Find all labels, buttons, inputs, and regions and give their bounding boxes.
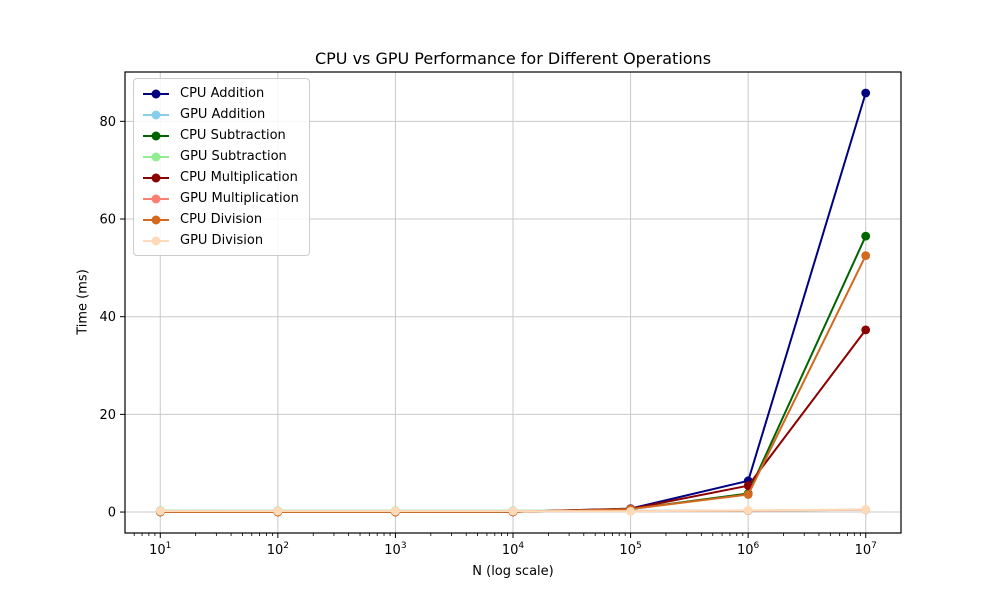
x-tick-label: 107 [855, 541, 877, 558]
legend-marker-icon [143, 173, 169, 182]
chart-title: CPU vs GPU Performance for Different Ope… [314, 49, 712, 68]
x-tick-label: 105 [619, 541, 641, 558]
legend-label: GPU Subtraction [180, 149, 287, 164]
legend-entry: GPU Subtraction [142, 146, 309, 167]
y-tick-label: 0 [108, 506, 116, 521]
legend-label: CPU Multiplication [180, 170, 298, 185]
legend-marker-icon [143, 110, 169, 119]
x-axis-label: N (log scale) [472, 564, 554, 579]
x-tick-label: 101 [149, 541, 171, 558]
y-tick-label: 20 [99, 408, 116, 423]
y-tick-label: 40 [99, 310, 116, 325]
legend-marker-icon [143, 152, 169, 161]
data-point [861, 325, 871, 335]
legend-marker-icon [143, 131, 169, 140]
legend-entry: CPU Addition [142, 83, 309, 104]
legend-marker-icon [143, 89, 169, 98]
legend-entry: CPU Multiplication [142, 167, 309, 188]
legend-marker-icon [143, 236, 169, 245]
data-point [626, 506, 635, 516]
legend-entry: GPU Addition [142, 104, 309, 125]
data-point [861, 505, 871, 514]
y-tick-label: 80 [99, 115, 116, 130]
legend-label: GPU Addition [180, 107, 266, 122]
legend-label: CPU Division [180, 212, 263, 227]
y-axis-label: Time (ms) [75, 269, 91, 335]
data-point [743, 505, 753, 515]
data-point [861, 88, 871, 98]
x-tick-label: 104 [502, 541, 525, 558]
y-tick-label: 60 [99, 213, 116, 228]
legend-entry: CPU Division [142, 209, 309, 230]
x-tick-label: 102 [267, 541, 289, 558]
data-point [391, 506, 400, 516]
legend-label: CPU Subtraction [180, 128, 286, 143]
legend-label: CPU Addition [180, 86, 265, 101]
legend-marker-icon [143, 215, 169, 224]
data-point [861, 231, 871, 241]
legend-label: GPU Division [180, 233, 264, 248]
legend-entry: GPU Division [142, 230, 309, 251]
legend-marker-icon [143, 194, 169, 203]
data-point [743, 490, 753, 499]
x-tick-label: 103 [384, 541, 406, 558]
legend-label: GPU Multiplication [180, 191, 299, 206]
data-point [508, 506, 518, 516]
data-point [155, 506, 165, 516]
data-point [273, 506, 283, 516]
legend-entry: GPU Multiplication [142, 188, 309, 209]
x-tick-label: 106 [737, 541, 760, 558]
legend-entry: CPU Subtraction [142, 125, 309, 146]
legend: CPU Addition GPU Addition CPU Subtraction G… [133, 78, 310, 256]
data-point [861, 251, 871, 260]
